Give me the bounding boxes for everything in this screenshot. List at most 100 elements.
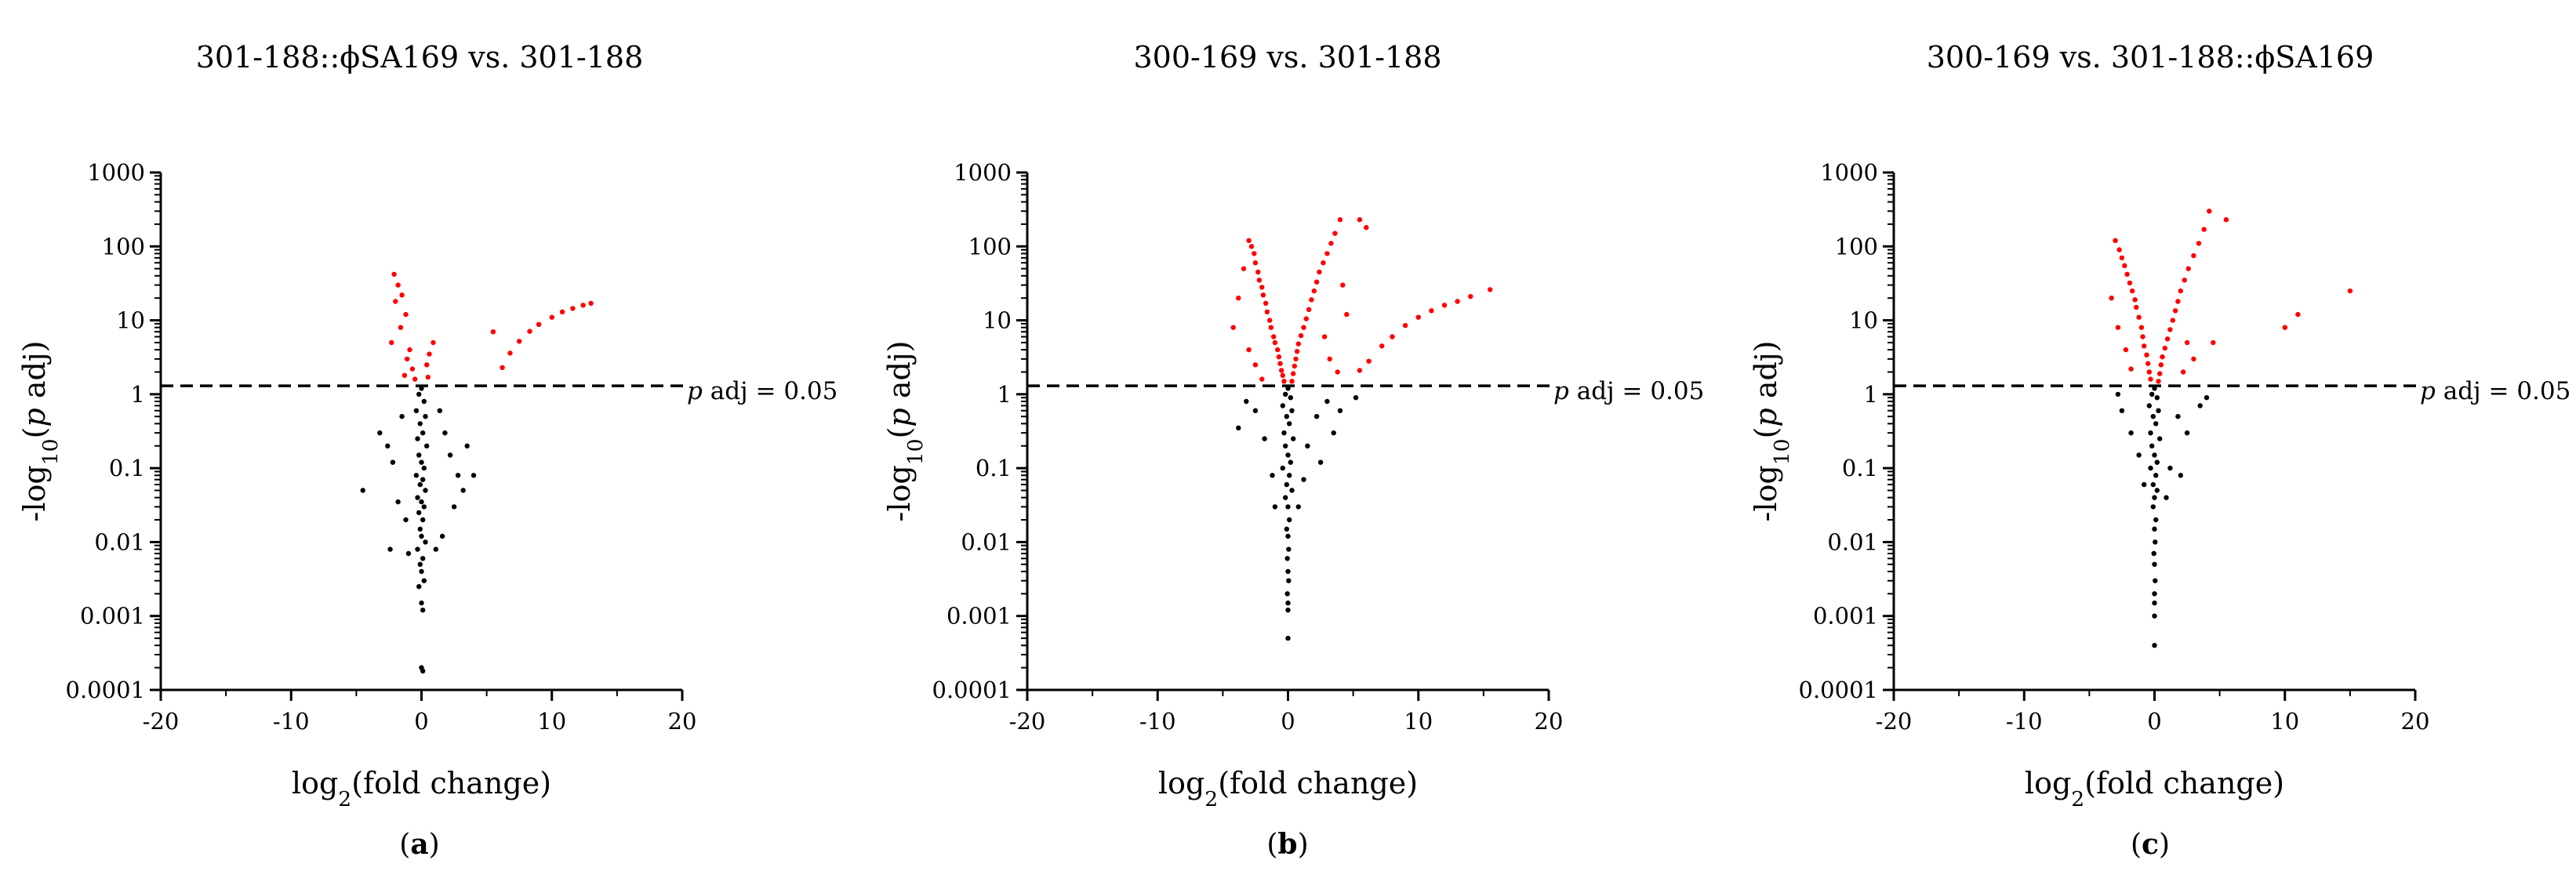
non-significant-point: [1324, 398, 1330, 405]
non-significant-point: [2152, 386, 2157, 391]
significant-point: [1241, 266, 1247, 271]
y-tick-label: 10: [1849, 307, 1878, 334]
non-significant-point: [419, 499, 424, 505]
significant-point: [490, 329, 496, 335]
significant-point: [2146, 369, 2152, 375]
non-significant-point: [1289, 408, 1295, 413]
non-significant-point: [399, 414, 405, 419]
y-tick-label: 0.001: [1813, 603, 1878, 630]
y-tick-label: 1000: [87, 159, 145, 186]
significant-point: [1276, 354, 1282, 360]
significant-point: [1402, 323, 1408, 328]
significant-point: [2180, 369, 2186, 375]
significant-point: [2175, 299, 2181, 304]
y-tick-label: 1: [1864, 381, 1878, 408]
y-tick-label: 0.1: [109, 455, 145, 481]
non-significant-point: [415, 436, 420, 441]
non-significant-point: [1270, 473, 1275, 478]
non-significant-point: [420, 556, 426, 561]
significant-point: [2196, 241, 2202, 246]
significant-point: [401, 372, 408, 378]
non-significant-point: [1284, 526, 1290, 532]
significant-point: [2172, 308, 2178, 314]
non-significant-point: [2152, 561, 2157, 567]
significant-point: [2156, 379, 2161, 384]
non-significant-point: [2146, 403, 2152, 408]
non-significant-point: [416, 391, 422, 397]
non-significant-point: [1272, 504, 1278, 510]
significant-point: [1468, 294, 1473, 299]
non-significant-point: [423, 539, 428, 545]
significant-point: [1271, 334, 1277, 339]
non-significant-point: [415, 495, 420, 500]
significant-point: [1309, 297, 1314, 303]
significant-point: [2162, 345, 2167, 351]
non-significant-point: [1252, 408, 1259, 413]
non-significant-point: [471, 473, 477, 478]
significant-point: [1252, 260, 1259, 266]
non-significant-point: [2153, 473, 2159, 478]
non-significant-point: [390, 459, 396, 465]
significant-point: [1390, 334, 1395, 339]
significant-point: [424, 362, 430, 368]
non-significant-point: [420, 608, 426, 613]
significant-point: [2207, 209, 2212, 214]
non-significant-point: [2178, 473, 2183, 478]
significant-point: [2109, 296, 2114, 301]
significant-point: [2123, 347, 2129, 353]
non-significant-point: [2148, 465, 2153, 471]
non-significant-point: [460, 488, 466, 493]
significant-point: [2170, 318, 2175, 323]
non-significant-point: [2154, 488, 2160, 493]
non-significant-point: [2152, 495, 2157, 500]
significant-point: [1379, 343, 1385, 349]
non-significant-point: [2164, 495, 2169, 500]
non-significant-point: [2153, 517, 2159, 523]
significant-point: [2128, 366, 2134, 372]
non-significant-point: [419, 533, 424, 539]
y-tick-label: 0.01: [1827, 528, 1878, 555]
non-significant-point: [1287, 421, 1292, 426]
significant-point: [2182, 278, 2187, 283]
non-significant-point: [451, 504, 457, 510]
non-significant-point: [1244, 398, 1249, 405]
significant-point: [409, 366, 416, 372]
y-tick-label: 100: [102, 233, 145, 260]
y-tick-label: 0.1: [976, 455, 1012, 481]
significant-point: [1415, 314, 1422, 320]
x-tick-label: 0: [414, 708, 428, 735]
significant-point: [425, 374, 431, 380]
non-significant-point: [1337, 408, 1343, 413]
significant-point: [2113, 238, 2118, 243]
non-significant-point: [2148, 430, 2153, 436]
x-tick-label: 10: [537, 708, 566, 735]
x-tick-label: -10: [2006, 708, 2043, 735]
significant-point: [1292, 363, 1298, 369]
x-tick-label: -10: [273, 708, 310, 735]
significant-point: [2282, 325, 2287, 330]
non-significant-point: [2149, 391, 2155, 397]
non-significant-point: [1262, 436, 1267, 441]
significant-point: [2122, 263, 2127, 268]
non-significant-point: [2119, 408, 2125, 413]
significant-point: [431, 339, 436, 346]
significant-point: [2191, 252, 2196, 259]
significant-point: [1328, 241, 1334, 246]
y-tick-label: 0.0001: [932, 677, 1012, 703]
non-significant-point: [2153, 578, 2158, 583]
significant-point: [1317, 269, 1322, 275]
non-significant-point: [1313, 414, 1320, 419]
significant-point: [1248, 244, 1255, 249]
significant-point: [1236, 296, 1241, 301]
non-significant-point: [1286, 546, 1292, 552]
non-significant-point: [433, 546, 438, 552]
significant-point: [500, 365, 505, 370]
panel-label: (c): [2131, 828, 2170, 861]
non-significant-point: [1287, 473, 1292, 478]
non-significant-point: [419, 386, 424, 391]
y-tick-label: 1000: [954, 159, 1012, 186]
non-significant-point: [1301, 477, 1306, 482]
non-significant-point: [377, 430, 383, 436]
non-significant-point: [455, 473, 461, 478]
